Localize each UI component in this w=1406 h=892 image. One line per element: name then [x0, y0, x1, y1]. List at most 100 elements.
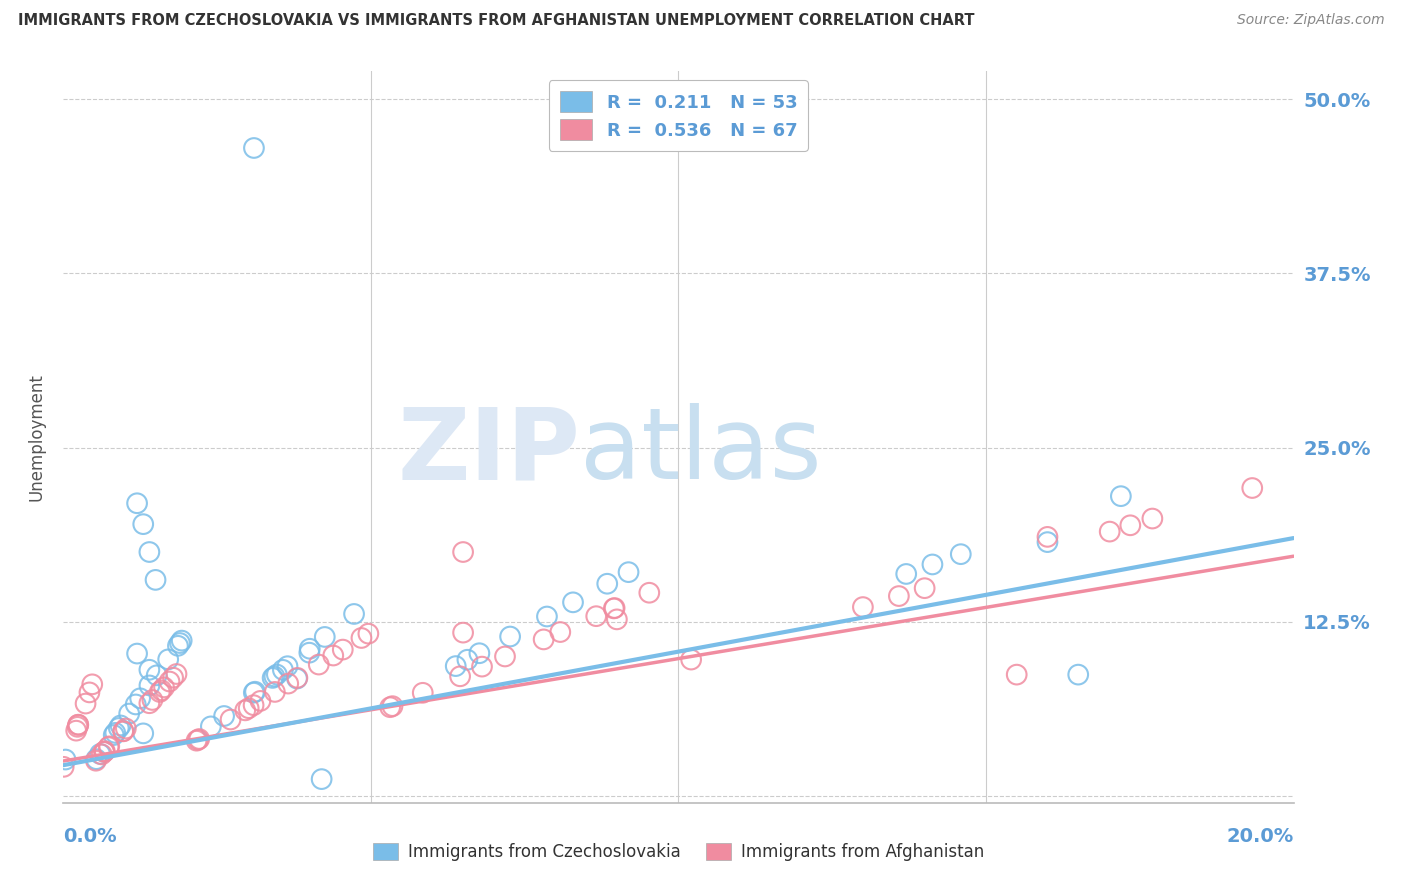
- Point: [449, 669, 471, 683]
- Point: [84, 754, 107, 768]
- Point: [238, 701, 260, 715]
- Point: [451, 545, 474, 559]
- Point: [471, 659, 494, 673]
- Point: [1109, 489, 1132, 503]
- Point: [82, 677, 104, 691]
- Legend: Immigrants from Czechoslovakia, Immigrants from Afghanistan: Immigrants from Czechoslovakia, Immigran…: [366, 836, 991, 868]
- Point: [603, 601, 626, 615]
- Point: [125, 698, 148, 712]
- Point: [1241, 481, 1264, 495]
- Point: [451, 625, 474, 640]
- Point: [456, 653, 478, 667]
- Point: [112, 724, 135, 739]
- Point: [536, 609, 558, 624]
- Point: [314, 630, 336, 644]
- Point: [65, 723, 87, 738]
- Point: [138, 545, 160, 559]
- Point: [129, 691, 152, 706]
- Text: ZIP: ZIP: [396, 403, 579, 500]
- Point: [107, 721, 129, 735]
- Point: [357, 626, 380, 640]
- Point: [219, 713, 242, 727]
- Point: [187, 732, 209, 747]
- Point: [186, 733, 208, 747]
- Point: [212, 709, 235, 723]
- Point: [127, 496, 148, 510]
- Point: [681, 652, 703, 666]
- Point: [249, 694, 271, 708]
- Point: [285, 672, 308, 686]
- Point: [914, 581, 936, 595]
- Point: [200, 719, 222, 733]
- Point: [263, 669, 285, 683]
- Point: [263, 685, 285, 699]
- Point: [67, 718, 90, 732]
- Point: [533, 632, 555, 647]
- Point: [67, 717, 90, 731]
- Point: [617, 565, 640, 579]
- Point: [1067, 667, 1090, 681]
- Point: [276, 659, 298, 673]
- Point: [149, 685, 172, 699]
- Point: [262, 671, 284, 685]
- Point: [159, 674, 181, 689]
- Point: [141, 693, 163, 707]
- Point: [94, 744, 117, 758]
- Point: [242, 698, 264, 713]
- Point: [412, 686, 434, 700]
- Point: [79, 685, 101, 699]
- Point: [381, 699, 404, 714]
- Point: [138, 678, 160, 692]
- Point: [852, 600, 875, 615]
- Point: [170, 633, 193, 648]
- Point: [1005, 667, 1028, 681]
- Point: [949, 547, 972, 561]
- Point: [132, 517, 155, 532]
- Point: [444, 659, 467, 673]
- Point: [167, 639, 190, 653]
- Point: [1036, 530, 1059, 544]
- Point: [243, 141, 266, 155]
- Y-axis label: Unemployment: Unemployment: [27, 373, 45, 501]
- Point: [287, 671, 309, 685]
- Point: [93, 745, 115, 759]
- Point: [114, 722, 136, 736]
- Point: [298, 646, 321, 660]
- Text: 20.0%: 20.0%: [1226, 827, 1294, 846]
- Point: [271, 663, 294, 677]
- Point: [66, 720, 89, 734]
- Point: [562, 595, 585, 609]
- Point: [97, 740, 120, 755]
- Point: [162, 671, 184, 685]
- Point: [494, 649, 516, 664]
- Point: [127, 647, 148, 661]
- Point: [110, 718, 132, 732]
- Point: [596, 576, 619, 591]
- Point: [603, 601, 626, 615]
- Point: [153, 681, 176, 695]
- Point: [1142, 511, 1164, 525]
- Point: [169, 636, 191, 650]
- Point: [75, 697, 97, 711]
- Point: [138, 663, 160, 677]
- Point: [308, 657, 330, 672]
- Point: [350, 631, 373, 645]
- Text: IMMIGRANTS FROM CZECHOSLOVAKIA VS IMMIGRANTS FROM AFGHANISTAN UNEMPLOYMENT CORRE: IMMIGRANTS FROM CZECHOSLOVAKIA VS IMMIGR…: [18, 13, 974, 29]
- Point: [266, 667, 288, 681]
- Point: [468, 646, 491, 660]
- Point: [243, 684, 266, 698]
- Text: Source: ZipAtlas.com: Source: ZipAtlas.com: [1237, 13, 1385, 28]
- Point: [93, 745, 115, 759]
- Point: [98, 739, 121, 754]
- Point: [90, 747, 112, 762]
- Point: [332, 642, 354, 657]
- Point: [150, 683, 173, 698]
- Point: [118, 706, 141, 721]
- Point: [243, 686, 266, 700]
- Point: [1098, 524, 1121, 539]
- Point: [298, 641, 321, 656]
- Point: [145, 668, 167, 682]
- Point: [188, 732, 211, 747]
- Point: [606, 612, 628, 626]
- Point: [103, 728, 125, 742]
